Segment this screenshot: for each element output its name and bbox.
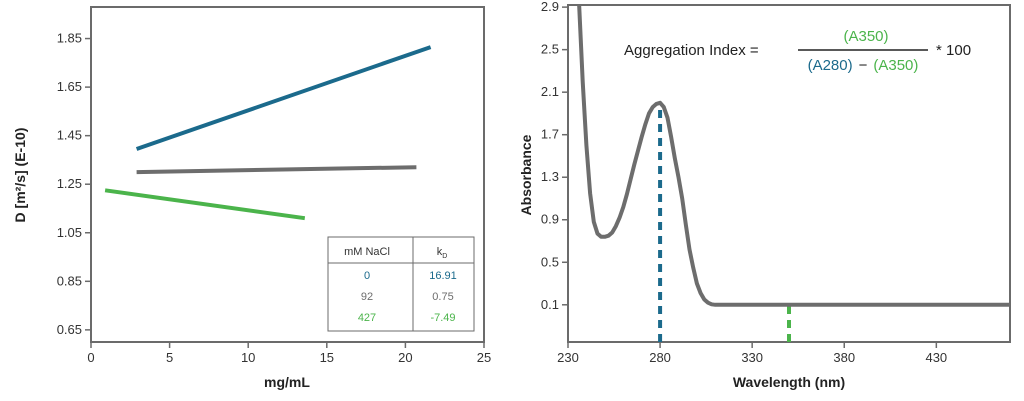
legend-salt-value: 92 [361,291,373,303]
formula-denominator-a350: (A350) [873,57,918,74]
right-x-ticks: 230 280 330 380 430 [557,342,947,365]
formula-lhs: Aggregation Index = [624,42,759,59]
left-y-tick-label: 1.45 [57,128,82,143]
left-x-ticks: 0 5 10 15 20 25 [87,342,491,365]
right-x-tick-label: 380 [833,350,855,365]
legend-header-k: kD [437,246,448,260]
right-y-tick-label: 0.1 [541,297,559,312]
right-x-tick-label: 330 [741,350,763,365]
left-y-tick-label: 1.05 [57,225,82,240]
formula-denominator: (A280) − (A350) [808,57,919,74]
left-y-axis-title: D [m²/s] (E-10) [12,128,28,223]
legend-salt-value: 0 [364,270,370,282]
right-y-tick-label: 1.7 [541,127,559,142]
right-y-tick-label: 1.3 [541,169,559,184]
formula-backdrop [620,20,1000,82]
left-x-tick-label: 15 [320,350,334,365]
right-y-tick-label: 2.5 [541,42,559,57]
right-y-tick-label: 0.5 [541,254,559,269]
left-y-tick-label: 1.65 [57,79,82,94]
right-x-tick-label: 280 [649,350,671,365]
legend-rows: 0 16.91 92 0.75 427 -7.49 [358,270,457,324]
left-x-tick-label: 25 [477,350,491,365]
left-y-tick-label: 0.65 [57,322,82,337]
formula-denominator-a280: (A280) [808,57,853,74]
left-x-tick-label: 5 [166,350,173,365]
right-y-ticks: 0.1 0.5 0.9 1.3 1.7 2.1 2.5 2.9 [541,0,568,312]
formula-multiplier: * 100 [936,42,971,59]
legend-kd-value: -7.49 [430,312,455,324]
series-line-427-mM [104,188,306,221]
legend-header-salt: mM NaCl [344,246,390,258]
left-x-tick-label: 0 [87,350,94,365]
left-y-tick-label: 1.25 [57,176,82,191]
series-line-92-mM [136,165,417,175]
legend-kd-value: 16.91 [429,270,457,282]
right-y-axis-title: Absorbance [518,134,534,215]
right-y-tick-label: 0.9 [541,212,559,227]
legend-header-k-subscript: D [442,253,447,260]
right-x-axis-title: Wavelength (nm) [733,374,845,390]
absorbance-curve [577,5,1010,307]
left-y-ticks: 0.65 0.85 1.05 1.25 1.45 1.65 1.85 [57,31,91,337]
series-line-0-mM [135,45,432,151]
legend-table: mM NaCl kD 0 16.91 92 0.75 427 -7.49 [327,236,475,332]
left-x-tick-label: 10 [241,350,255,365]
left-plot-frame [90,6,485,343]
aggregation-formula: Aggregation Index = (A350) (A280) − (A350)… [620,20,1000,82]
formula-minus: − [859,57,868,74]
right-y-tick-label: 2.1 [541,84,559,99]
left-y-tick-label: 0.85 [57,273,82,288]
right-x-tick-label: 230 [557,350,579,365]
right-markers-group [658,102,791,342]
left-y-tick-label: 1.85 [57,31,82,46]
legend-kd-value: 0.75 [432,291,453,303]
right-series-group [577,5,1010,307]
right-y-tick-label: 2.9 [541,0,559,14]
left-x-axis-title: mg/mL [264,374,310,390]
formula-numerator: (A350) [843,28,888,45]
right-x-tick-label: 430 [925,350,947,365]
left-series-group [104,45,432,221]
left-x-tick-label: 20 [398,350,412,365]
legend-salt-value: 427 [358,312,376,324]
legend-box [327,236,475,332]
